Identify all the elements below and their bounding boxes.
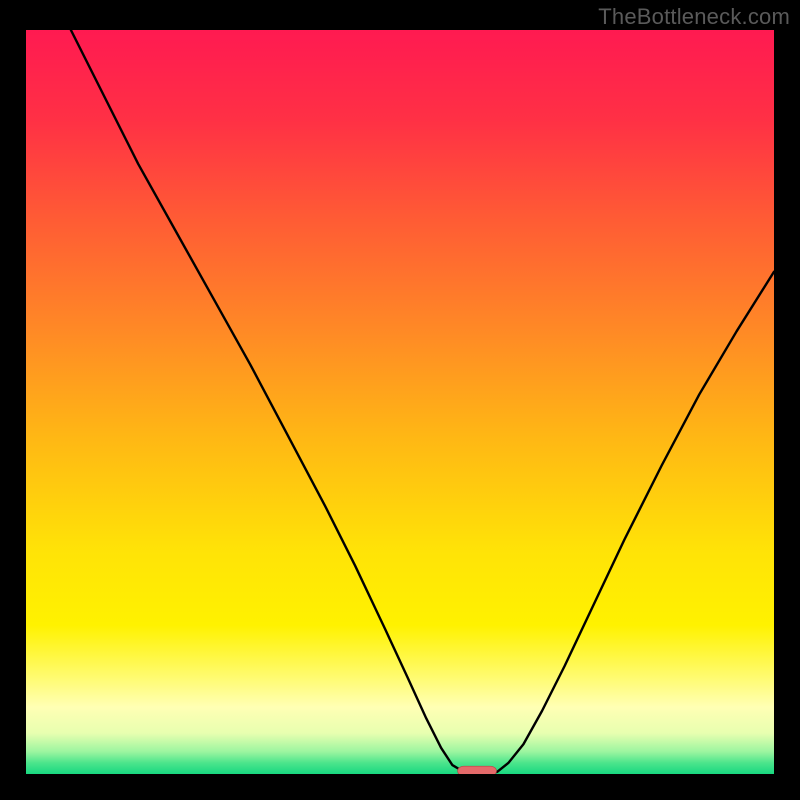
watermark-text: TheBottleneck.com [598, 4, 790, 30]
chart-container: TheBottleneck.com [0, 0, 800, 800]
bottleneck-chart [0, 0, 800, 800]
